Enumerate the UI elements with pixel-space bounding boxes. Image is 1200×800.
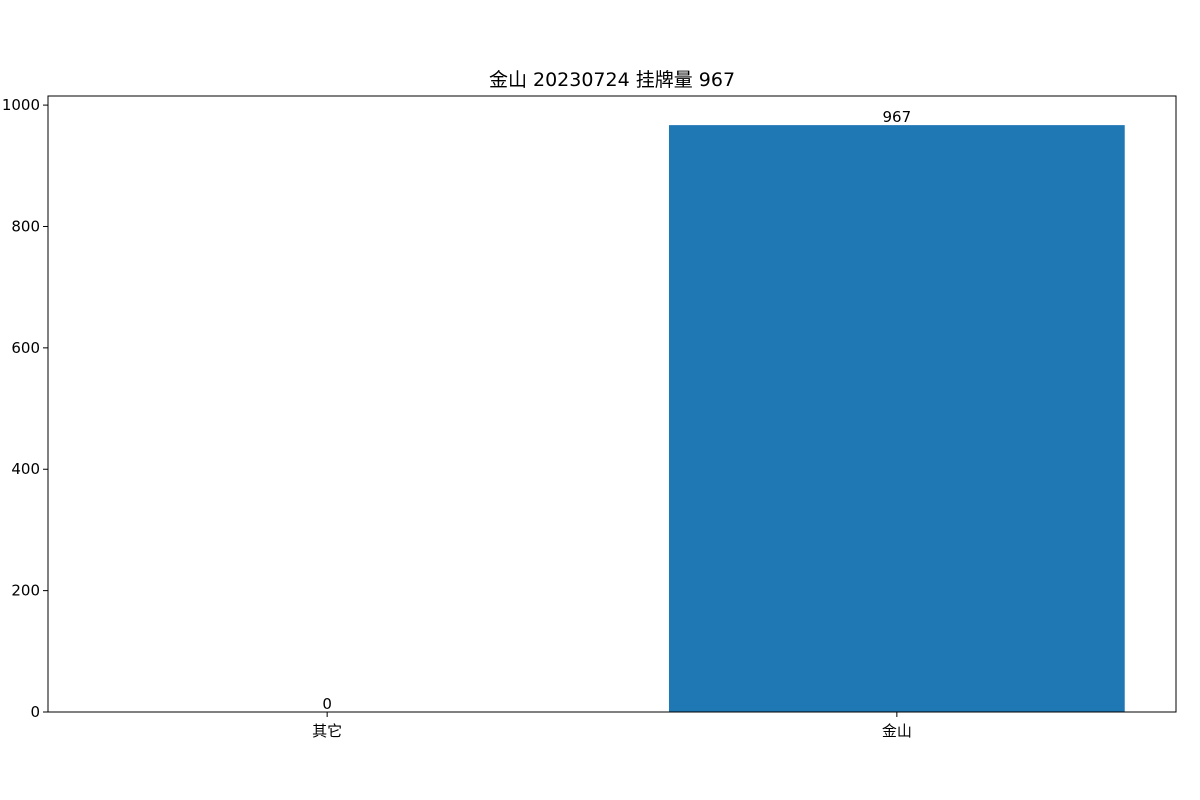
chart-title: 金山 20230724 挂牌量 967: [489, 69, 735, 91]
y-tick-label: 800: [11, 217, 40, 235]
bar-1: [668, 125, 1125, 712]
bar-value-label: 967: [883, 108, 912, 126]
y-tick-label: 1000: [2, 96, 40, 114]
x-axis: 其它 金山: [312, 712, 912, 740]
y-tick-label: 400: [11, 460, 40, 478]
bars-layer: [668, 125, 1125, 712]
data-labels: 0 967: [322, 108, 911, 713]
y-tick-label: 200: [11, 582, 40, 600]
plot-frame: [47, 95, 1177, 713]
x-tick-label: 金山: [882, 722, 912, 740]
bar-value-label: 0: [322, 695, 332, 713]
y-axis: 0 200 400 600 800 1000: [2, 96, 48, 721]
x-tick-label: 其它: [312, 722, 342, 740]
y-tick-label: 0: [30, 703, 40, 721]
y-tick-label: 600: [11, 339, 40, 357]
